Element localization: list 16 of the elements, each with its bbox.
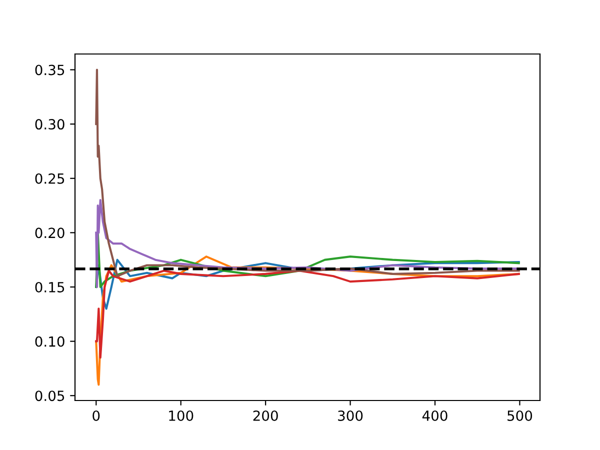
x-tick-label: 500: [508, 410, 532, 421]
y-tick-label: 0.30: [35, 119, 64, 130]
x-tick-label: 300: [338, 410, 363, 421]
y-tick-label: 0.25: [35, 173, 64, 184]
y-tick-label: 0.35: [35, 64, 64, 76]
y-tick-label: 0.10: [35, 336, 64, 347]
x-tick-label: 0: [92, 410, 100, 421]
y-tick-label: 0.05: [35, 390, 64, 402]
y-tick-label: 0.20: [35, 228, 64, 238]
x-tick-label: 200: [253, 410, 278, 421]
line-series: [95, 68, 520, 278]
x-tick-label: 100: [169, 410, 194, 421]
y-tick-label: 0.15: [35, 282, 64, 292]
line-series: [95, 232, 520, 288]
x-tick-label: 400: [422, 410, 448, 421]
line-series: [95, 270, 520, 359]
